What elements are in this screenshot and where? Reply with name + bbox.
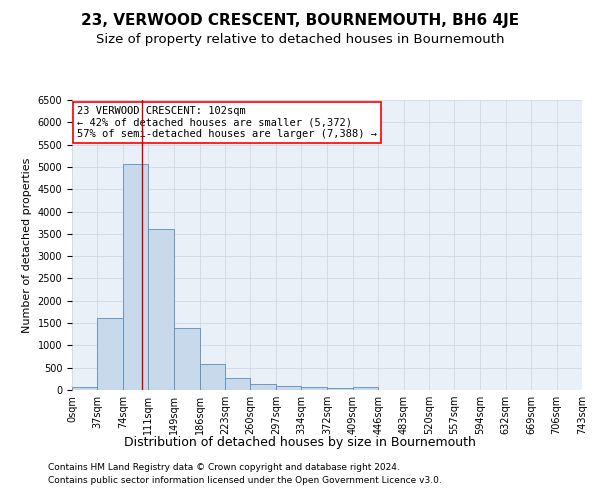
- Text: Contains public sector information licensed under the Open Government Licence v3: Contains public sector information licen…: [48, 476, 442, 485]
- Bar: [276, 386, 301, 390]
- Bar: [97, 318, 123, 390]
- Text: 23, VERWOOD CRESCENT, BOURNEMOUTH, BH6 4JE: 23, VERWOOD CRESCENT, BOURNEMOUTH, BH6 4…: [81, 12, 519, 28]
- Bar: [225, 378, 250, 390]
- Text: Distribution of detached houses by size in Bournemouth: Distribution of detached houses by size …: [124, 436, 476, 449]
- Bar: [301, 386, 328, 390]
- Bar: [353, 386, 378, 390]
- Bar: [123, 164, 148, 390]
- Text: 23 VERWOOD CRESCENT: 102sqm
← 42% of detached houses are smaller (5,372)
57% of : 23 VERWOOD CRESCENT: 102sqm ← 42% of det…: [77, 106, 377, 139]
- Bar: [328, 388, 353, 390]
- Bar: [250, 384, 276, 390]
- Text: Size of property relative to detached houses in Bournemouth: Size of property relative to detached ho…: [96, 32, 504, 46]
- Y-axis label: Number of detached properties: Number of detached properties: [22, 158, 32, 332]
- Bar: [72, 386, 97, 390]
- Bar: [148, 230, 174, 390]
- Text: Contains HM Land Registry data © Crown copyright and database right 2024.: Contains HM Land Registry data © Crown c…: [48, 464, 400, 472]
- Bar: [200, 364, 225, 390]
- Bar: [174, 328, 200, 390]
